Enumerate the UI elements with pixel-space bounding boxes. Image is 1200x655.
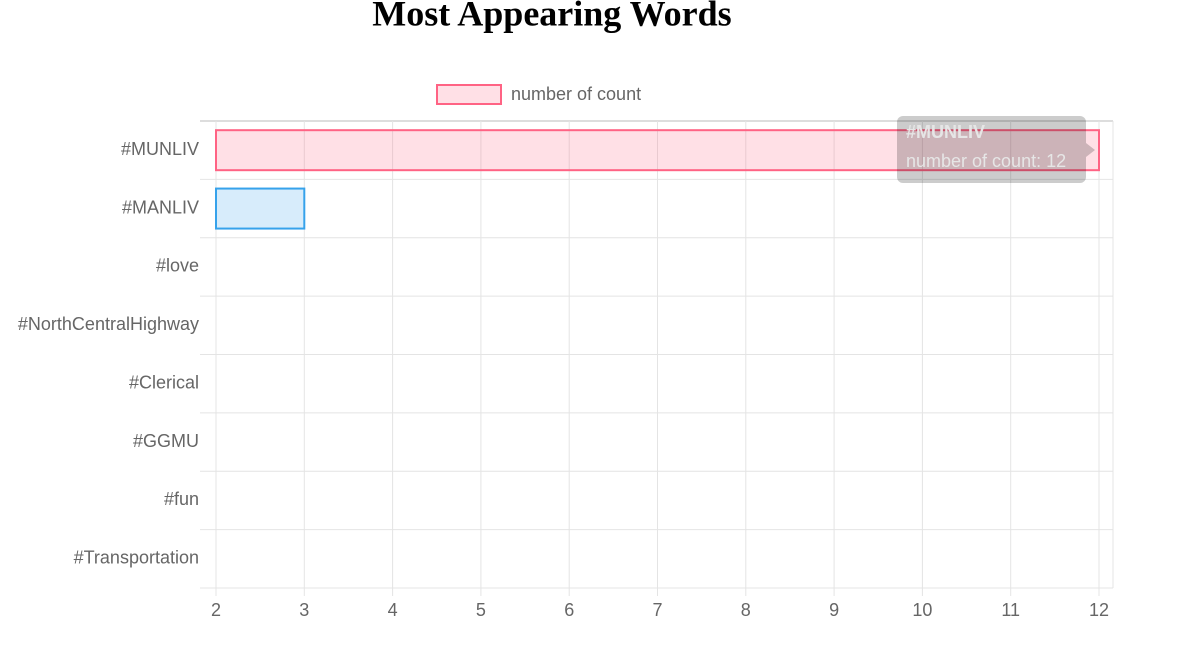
legend-swatch[interactable] xyxy=(436,84,502,105)
y-tick-label: #MUNLIV xyxy=(121,139,199,159)
x-tick-label: 6 xyxy=(564,600,574,620)
x-tick-label: 7 xyxy=(652,600,662,620)
tooltip-title: #MUNLIV xyxy=(906,122,985,142)
y-tick-label: #Transportation xyxy=(74,548,199,568)
y-tick-label: #Clerical xyxy=(129,372,199,392)
x-tick-label: 2 xyxy=(211,600,221,620)
x-tick-label: 4 xyxy=(388,600,398,620)
y-tick-label: #fun xyxy=(164,489,199,509)
bar xyxy=(215,129,1100,172)
tooltip-label: number of count: 12 xyxy=(906,151,1066,171)
y-tick-label: #MANLIV xyxy=(122,197,199,217)
chart-title: Most Appearing Words xyxy=(372,0,731,33)
y-tick-label: #GGMU xyxy=(133,431,199,451)
x-tick-label: 9 xyxy=(829,600,839,620)
x-tick-label: 3 xyxy=(299,600,309,620)
bar xyxy=(215,187,306,230)
x-tick-label: 11 xyxy=(1001,600,1020,620)
x-tick-label: 12 xyxy=(1089,600,1109,620)
x-tick-label: 5 xyxy=(476,600,486,620)
y-tick-label: #NorthCentralHighway xyxy=(18,314,199,334)
tooltip-box xyxy=(897,116,1086,183)
y-tick-label: #love xyxy=(156,256,199,276)
tooltip-caret xyxy=(1086,143,1095,157)
x-tick-label: 10 xyxy=(912,600,932,620)
x-tick-label: 8 xyxy=(741,600,751,620)
legend-label[interactable]: number of count xyxy=(511,84,641,104)
